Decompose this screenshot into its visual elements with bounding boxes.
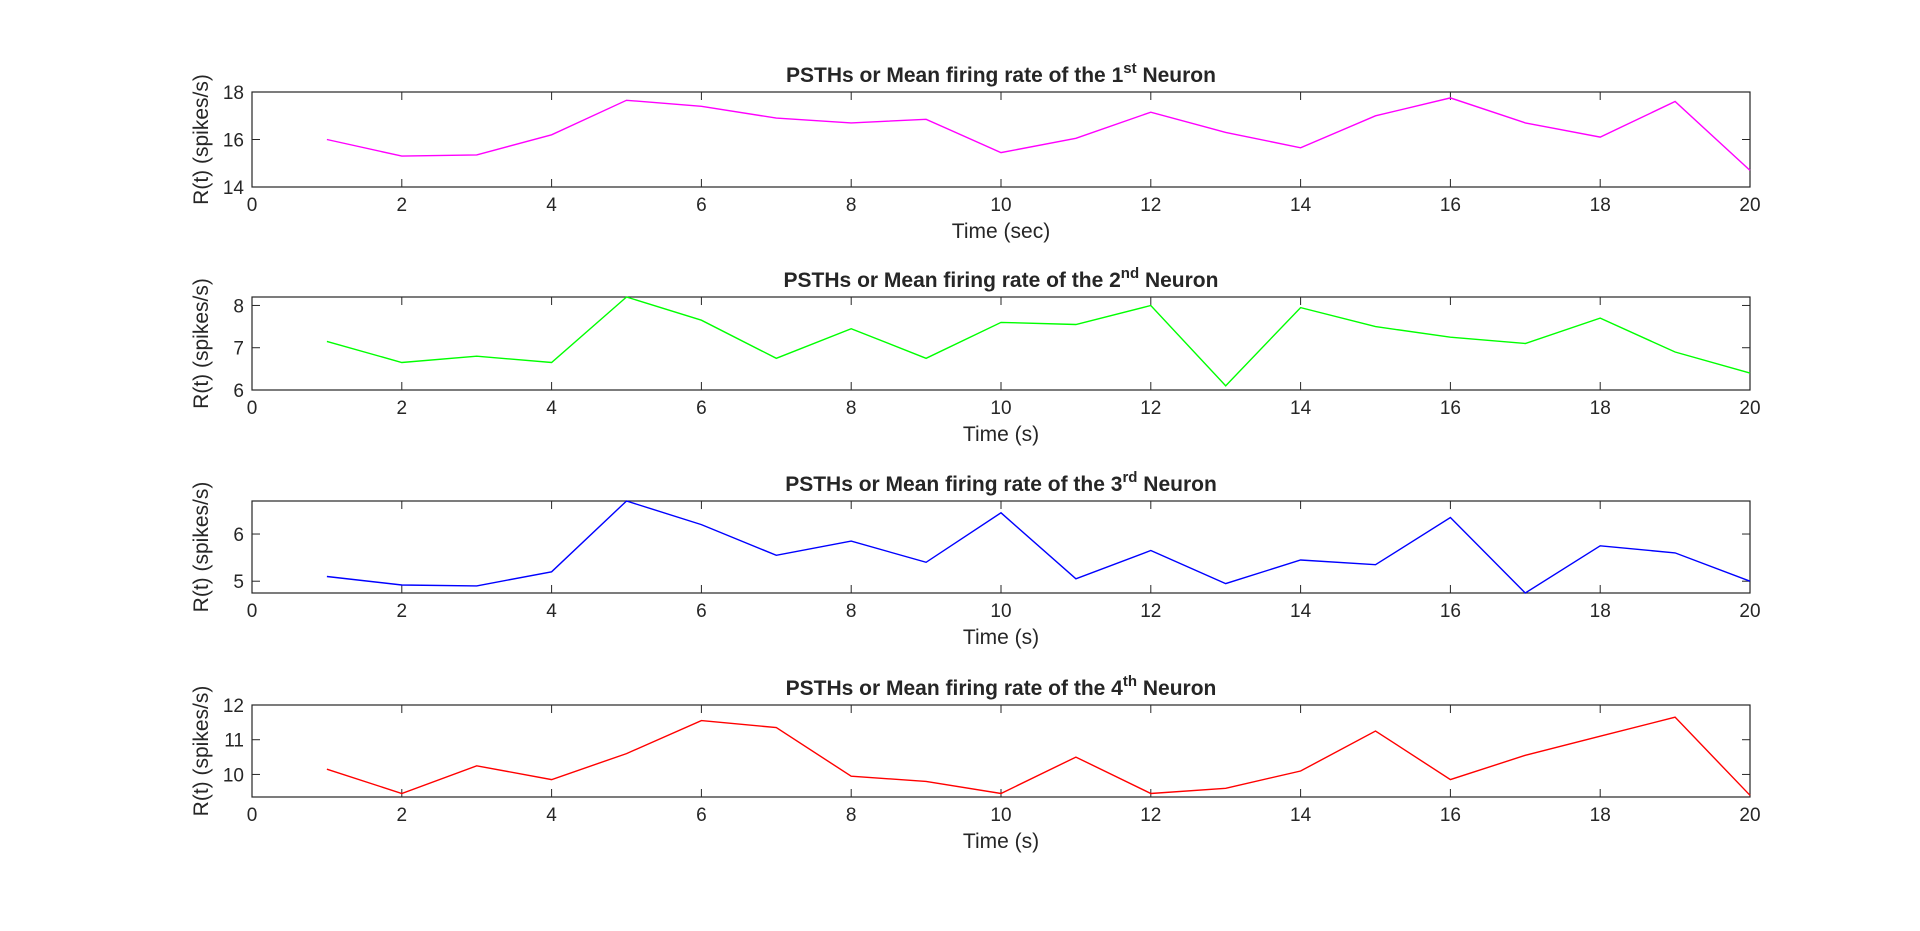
x-tick-label: 8 bbox=[846, 805, 857, 826]
y-tick-label: 18 bbox=[223, 83, 244, 104]
x-tick-label: 12 bbox=[1140, 601, 1161, 622]
x-tick-label: 2 bbox=[397, 601, 408, 622]
x-tick-label: 4 bbox=[546, 398, 557, 419]
y-tick-label: 16 bbox=[223, 131, 244, 152]
x-tick-label: 10 bbox=[990, 601, 1011, 622]
x-tick-label: 12 bbox=[1140, 805, 1161, 826]
x-axis-label: Time (sec) bbox=[952, 220, 1050, 243]
y-axis-label: R(t) (spikes/s) bbox=[190, 74, 213, 205]
x-tick-label: 0 bbox=[247, 601, 258, 622]
x-tick-label: 0 bbox=[247, 195, 258, 216]
x-tick-label: 10 bbox=[990, 805, 1011, 826]
x-tick-label: 8 bbox=[846, 398, 857, 419]
y-tick-label: 11 bbox=[224, 731, 244, 752]
y-tick-label: 14 bbox=[223, 178, 245, 199]
axes-box bbox=[252, 705, 1750, 797]
y-axis-label: R(t) (spikes/s) bbox=[190, 278, 213, 409]
chart-title-sup: nd bbox=[1121, 265, 1139, 282]
x-tick-label: 16 bbox=[1440, 601, 1461, 622]
chart-title-end: Neuron bbox=[1137, 677, 1216, 700]
y-tick-label: 6 bbox=[233, 525, 244, 546]
x-tick-label: 20 bbox=[1739, 601, 1760, 622]
x-tick-label: 16 bbox=[1440, 195, 1461, 216]
subplot-4: 0 2 4 6 8 10 12 14 16 18 20 10 11 12 PSTHs or Mean fir… bbox=[190, 673, 1761, 853]
x-tick-label: 18 bbox=[1590, 195, 1611, 216]
chart-title-main: PSTHs or Mean firing rate of the 3 bbox=[785, 473, 1122, 496]
y-tick-label: 7 bbox=[233, 339, 244, 360]
chart-title-main: PSTHs or Mean firing rate of the 4 bbox=[786, 677, 1124, 700]
x-tick-label: 12 bbox=[1140, 398, 1161, 419]
x-tick-label: 10 bbox=[990, 398, 1011, 419]
x-tick-label: 4 bbox=[546, 601, 557, 622]
y-tick-label: 10 bbox=[223, 765, 244, 786]
x-tick-label: 14 bbox=[1290, 195, 1312, 216]
x-tick-label: 0 bbox=[247, 398, 258, 419]
chart-title-main: PSTHs or Mean firing rate of the 2 bbox=[784, 269, 1121, 292]
x-tick-label: 14 bbox=[1290, 601, 1312, 622]
x-axis-label: Time (s) bbox=[963, 830, 1039, 853]
x-tick-label: 2 bbox=[397, 805, 408, 826]
chart-title-main: PSTHs or Mean firing rate of the 1 bbox=[786, 64, 1124, 87]
x-tick-label: 18 bbox=[1590, 805, 1611, 826]
subplot-2: 0 2 4 6 8 10 12 14 16 18 20 6 7 8 PSTHs or Mean firing… bbox=[190, 265, 1761, 446]
x-tick-label: 20 bbox=[1739, 398, 1760, 419]
x-tick-label: 14 bbox=[1290, 805, 1312, 826]
chart-title: PSTHs or Mean firing rate of the 3rd Neu… bbox=[785, 469, 1217, 496]
x-tick-label: 14 bbox=[1290, 398, 1312, 419]
chart-title-end: Neuron bbox=[1137, 64, 1216, 87]
x-tick-label: 20 bbox=[1739, 805, 1760, 826]
x-tick-label: 2 bbox=[397, 398, 408, 419]
x-tick-label: 4 bbox=[546, 805, 557, 826]
x-tick-label: 20 bbox=[1739, 195, 1760, 216]
chart-title-sup: st bbox=[1123, 60, 1136, 77]
x-tick-label: 18 bbox=[1590, 398, 1611, 419]
x-tick-label: 0 bbox=[247, 805, 258, 826]
chart-title-sup: rd bbox=[1122, 469, 1137, 486]
x-tick-label: 6 bbox=[696, 195, 707, 216]
x-axis-label: Time (s) bbox=[963, 626, 1039, 649]
x-tick-label: 6 bbox=[696, 601, 707, 622]
x-tick-label: 8 bbox=[846, 601, 857, 622]
x-tick-label: 6 bbox=[696, 805, 707, 826]
x-axis-label: Time (s) bbox=[963, 423, 1039, 446]
chart-title: PSTHs or Mean firing rate of the 4th Neu… bbox=[786, 673, 1217, 700]
y-tick-label: 6 bbox=[233, 381, 244, 402]
x-tick-label: 8 bbox=[846, 195, 857, 216]
x-tick-label: 16 bbox=[1440, 805, 1461, 826]
x-tick-label: 6 bbox=[696, 398, 707, 419]
y-tick-label: 8 bbox=[233, 296, 244, 317]
x-tick-label: 4 bbox=[546, 195, 557, 216]
y-tick-label: 5 bbox=[233, 572, 244, 593]
x-tick-label: 12 bbox=[1140, 195, 1161, 216]
x-tick-label: 2 bbox=[397, 195, 408, 216]
axes-box bbox=[252, 92, 1750, 187]
x-tick-label: 18 bbox=[1590, 601, 1611, 622]
x-tick-label: 16 bbox=[1440, 398, 1461, 419]
chart-title-end: Neuron bbox=[1137, 473, 1216, 496]
x-tick-label: 10 bbox=[990, 195, 1011, 216]
y-tick-label: 12 bbox=[223, 696, 244, 717]
chart-title: PSTHs or Mean firing rate of the 1st Neu… bbox=[786, 60, 1216, 87]
chart-title-end: Neuron bbox=[1139, 269, 1218, 292]
chart-title: PSTHs or Mean firing rate of the 2nd Neu… bbox=[784, 265, 1219, 292]
chart-title-sup: th bbox=[1123, 673, 1137, 690]
subplot-3: 0 2 4 6 8 10 12 14 16 18 20 5 6 PSTHs or Mean firing … bbox=[190, 469, 1761, 649]
y-axis-label: R(t) (spikes/s) bbox=[190, 482, 213, 613]
subplot-1: 0 2 4 6 8 10 12 14 16 18 20 14 16 18 PSTHs or Mean fir… bbox=[190, 60, 1761, 243]
axes-box bbox=[252, 501, 1750, 593]
y-axis-label: R(t) (spikes/s) bbox=[190, 686, 213, 817]
